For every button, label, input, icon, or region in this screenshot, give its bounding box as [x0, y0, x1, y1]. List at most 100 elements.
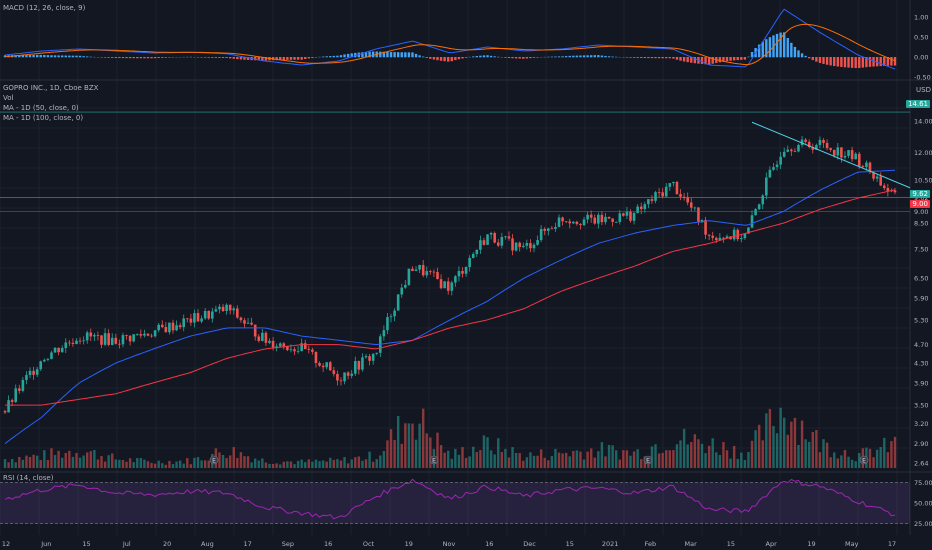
- macd-histogram-bar: [46, 55, 50, 58]
- macd-histogram-bar: [35, 54, 39, 58]
- volume-bar: [804, 439, 807, 468]
- volume-bar: [822, 439, 825, 468]
- macd-histogram-bar: [818, 57, 822, 63]
- volume-bar: [3, 459, 7, 468]
- volume-bar: [457, 454, 461, 468]
- volume-bar: [793, 417, 797, 468]
- macd-histogram-bar: [286, 57, 289, 60]
- candle-body: [271, 340, 275, 348]
- macd-histogram-bar: [153, 57, 157, 59]
- macd-histogram-bar: [111, 57, 114, 58]
- macd-histogram-bar: [604, 55, 607, 58]
- macd-histogram-bar: [257, 57, 260, 61]
- macd-histogram-bar: [139, 57, 143, 59]
- candle-body: [754, 209, 757, 216]
- candle-body: [747, 227, 750, 234]
- candle-body: [736, 229, 740, 240]
- macd-histogram-bar: [682, 57, 686, 62]
- candle-body: [343, 372, 346, 382]
- macd-histogram-bar: [493, 56, 496, 58]
- macd-histogram-bar: [840, 57, 843, 67]
- volume-bar: [89, 451, 92, 468]
- candle-body: [368, 356, 371, 361]
- volume-bar: [550, 455, 554, 468]
- candle-body: [693, 207, 697, 209]
- candle-body: [775, 164, 779, 168]
- x-tick-label: Mar: [685, 540, 698, 548]
- macd-histogram-bar: [561, 56, 564, 58]
- ma-price-tag: 9.00: [910, 200, 930, 208]
- volume-bar: [132, 462, 135, 468]
- volume-bar: [382, 450, 386, 468]
- volume-bar: [128, 458, 132, 468]
- macd-histogram-bar: [800, 53, 804, 58]
- macd-histogram-bar: [28, 54, 32, 58]
- volume-bar: [286, 461, 289, 468]
- candle-body: [246, 322, 250, 324]
- candle-body: [790, 149, 793, 152]
- volume-bar: [175, 461, 178, 468]
- macd-histogram-bar: [690, 57, 693, 63]
- candle-body: [525, 243, 529, 246]
- candle-body: [879, 176, 883, 186]
- volume-bar: [561, 453, 564, 468]
- candle-body: [32, 370, 35, 375]
- macd-histogram-bar: [647, 57, 650, 59]
- macd-histogram-bar: [811, 57, 814, 61]
- candle-body: [464, 266, 468, 274]
- legend-ma50: MA - 1D (50, close, 0): [3, 104, 79, 112]
- x-tick-label: 17: [243, 540, 251, 548]
- volume-bar: [622, 450, 625, 468]
- macd-histogram-bar: [775, 33, 779, 58]
- volume-bar: [743, 460, 747, 468]
- volume-bar: [768, 408, 772, 468]
- candle-body: [539, 229, 543, 241]
- volume-bar: [557, 452, 561, 468]
- volume-bar: [815, 430, 818, 468]
- volume-bar: [404, 423, 407, 468]
- candle-body: [7, 400, 10, 413]
- macd-tick-label: -0.50: [914, 74, 931, 82]
- candle-body: [500, 236, 504, 246]
- candle-body: [389, 316, 393, 318]
- volume-bar: [529, 452, 532, 468]
- macd-histogram-bar: [214, 57, 218, 58]
- price-tick-label: 9.00: [914, 208, 928, 216]
- macd-histogram-bar: [107, 57, 110, 58]
- macd-histogram-bar: [782, 32, 786, 58]
- candle-body: [303, 343, 307, 350]
- candle-body: [507, 236, 511, 239]
- candle-body: [546, 228, 550, 231]
- macd-histogram-bar: [607, 56, 611, 58]
- volume-bar: [329, 457, 332, 468]
- macd-histogram-bar: [472, 56, 475, 58]
- macd-histogram-bar: [436, 57, 439, 61]
- x-tick-label: Jun: [40, 540, 51, 548]
- volume-bar: [86, 452, 89, 468]
- candle-body: [203, 310, 207, 319]
- macd-title: MACD (12, 26, close, 9): [3, 4, 86, 12]
- legend-volume: Vol: [3, 94, 14, 102]
- candle-body: [243, 320, 246, 324]
- candle-body: [514, 242, 518, 251]
- candle-body: [489, 233, 493, 235]
- candle-body: [647, 199, 650, 205]
- macd-histogram-bar: [461, 57, 464, 59]
- earnings-marker-label: E: [212, 458, 216, 465]
- volume-bar: [350, 459, 353, 468]
- volume-bar: [57, 450, 60, 468]
- candle-body: [732, 229, 736, 240]
- volume-bar: [604, 456, 607, 468]
- macd-histogram-bar: [843, 57, 847, 68]
- macd-histogram-bar: [582, 55, 586, 58]
- volume-bar: [632, 451, 636, 468]
- volume-bar: [704, 453, 707, 468]
- volume-bar: [482, 435, 486, 468]
- volume-bar: [35, 455, 39, 468]
- macd-histogram-bar: [21, 55, 25, 58]
- volume-bar: [872, 457, 875, 468]
- macd-histogram-bar: [275, 57, 278, 61]
- macd-histogram-bar: [593, 55, 596, 58]
- candle-body: [386, 317, 389, 331]
